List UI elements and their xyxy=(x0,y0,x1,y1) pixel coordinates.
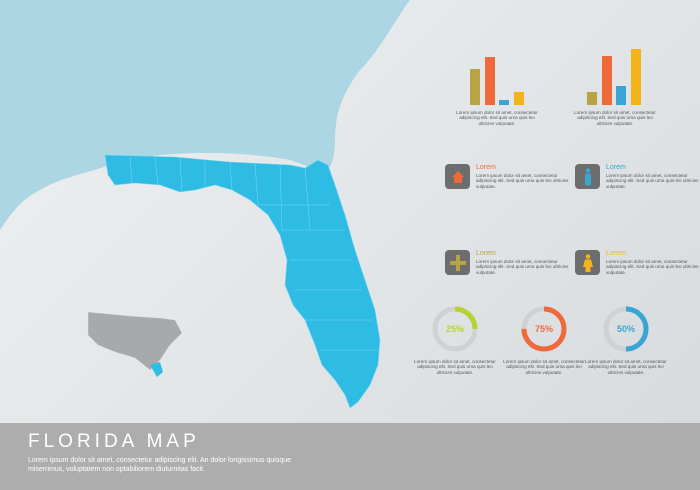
bar-chart-1 xyxy=(470,45,550,105)
page-title: FLORIDA MAP xyxy=(28,431,200,452)
donut-chart-50: 50% xyxy=(601,304,651,354)
info-text: Lorem ipsum dolor sit amet, consectetur … xyxy=(476,259,569,275)
donut-label: 75% xyxy=(534,324,553,334)
bar-C xyxy=(499,99,509,105)
man-icon xyxy=(575,164,600,189)
donut-value-arc xyxy=(432,306,478,352)
donut-value-arc xyxy=(521,306,567,352)
bar-D xyxy=(513,91,524,105)
info-item-man: Lorem Lorem ipsum dolor sit amet, consec… xyxy=(575,164,700,194)
info-title: Lorem xyxy=(606,250,626,257)
info-item-plus: Lorem Lorem ipsum dolor sit amet, consec… xyxy=(445,250,575,280)
usa-inset-map xyxy=(87,311,183,371)
bar-C xyxy=(616,86,626,105)
footer-description: Lorem ipsum dolor sit amet, consectetur … xyxy=(28,457,292,473)
info-title: Lorem xyxy=(476,250,496,257)
gulf-water xyxy=(0,0,410,230)
donut-label: 50% xyxy=(616,324,635,334)
bar-chart-2-caption: Lorem ipsum dolor sit amet, consectetur … xyxy=(574,110,656,126)
donut-3-caption: Lorem ipsum dolor sit amet, consectetur … xyxy=(585,359,667,375)
info-title: Lorem xyxy=(476,164,496,171)
plus-icon xyxy=(445,250,470,275)
info-text: Lorem ipsum dolor sit amet, consectetur … xyxy=(606,259,699,275)
donut-ring xyxy=(432,306,478,352)
bar-A xyxy=(470,69,480,105)
donut-ring xyxy=(521,306,567,352)
county-lines xyxy=(129,156,378,351)
florida-state xyxy=(104,154,381,409)
house-icon xyxy=(445,164,470,189)
footer-banner: FLORIDA MAP Lorem ipsum dolor sit amet, … xyxy=(0,423,700,490)
bar-D xyxy=(630,49,641,105)
donut-2-caption: Lorem ipsum dolor sit amet, consectetur … xyxy=(503,359,585,375)
info-item-house: Lorem Lorem ipsum dolor sit amet, consec… xyxy=(445,164,575,194)
bar-chart-2 xyxy=(587,45,667,105)
florida-highlight-inset xyxy=(150,362,163,377)
donut-label: 25% xyxy=(445,324,464,334)
donut-1-caption: Lorem ipsum dolor sit amet, consectetur … xyxy=(414,359,496,375)
info-text: Lorem ipsum dolor sit amet, consectetur … xyxy=(476,173,569,189)
woman-icon xyxy=(575,250,600,275)
info-text: Lorem ipsum dolor sit amet, consectetur … xyxy=(606,173,699,189)
info-item-woman: Lorem Lorem ipsum dolor sit amet, consec… xyxy=(575,250,700,280)
donut-chart-75: 75% xyxy=(519,304,569,354)
donut-value-arc xyxy=(603,306,649,352)
info-title: Lorem xyxy=(606,164,626,171)
donut-ring xyxy=(603,306,649,352)
bar-B xyxy=(601,55,612,105)
donut-chart-25: 25% xyxy=(430,304,480,354)
bar-A xyxy=(587,91,597,105)
bar-B xyxy=(484,57,495,105)
bar-chart-1-caption: Lorem ipsum dolor sit amet, consectetur … xyxy=(456,110,538,126)
